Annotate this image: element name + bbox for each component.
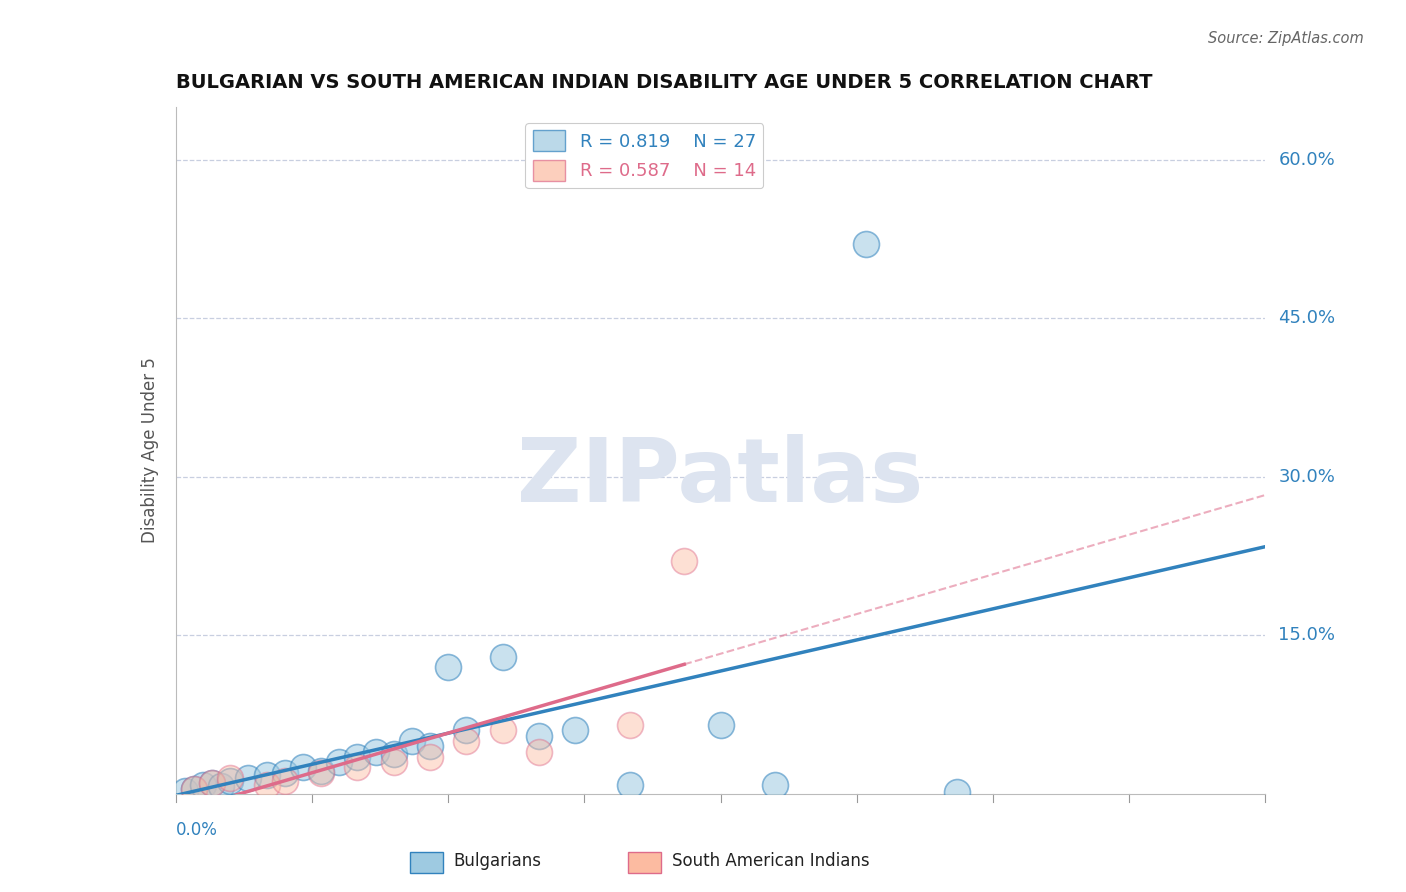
Text: BULGARIAN VS SOUTH AMERICAN INDIAN DISABILITY AGE UNDER 5 CORRELATION CHART: BULGARIAN VS SOUTH AMERICAN INDIAN DISAB… xyxy=(176,72,1153,92)
Point xyxy=(219,771,242,785)
Point xyxy=(401,734,423,748)
Point xyxy=(256,768,278,782)
Point xyxy=(855,237,877,252)
Point xyxy=(173,783,195,797)
Point xyxy=(183,781,205,796)
Point xyxy=(291,760,314,774)
Text: South American Indians: South American Indians xyxy=(672,852,869,871)
Point xyxy=(256,779,278,793)
Point xyxy=(710,718,733,732)
Point xyxy=(527,745,550,759)
Point xyxy=(382,755,405,769)
Point xyxy=(183,781,205,796)
Point xyxy=(564,723,586,738)
Point xyxy=(619,718,641,732)
Point xyxy=(238,771,260,785)
Point xyxy=(274,765,297,780)
Point xyxy=(527,729,550,743)
Point xyxy=(346,750,368,764)
Point xyxy=(309,764,332,778)
Point xyxy=(328,755,350,769)
Point xyxy=(201,776,224,790)
Point xyxy=(619,779,641,793)
Point xyxy=(364,745,387,759)
Point xyxy=(419,750,441,764)
Text: 60.0%: 60.0% xyxy=(1278,151,1336,169)
Y-axis label: Disability Age Under 5: Disability Age Under 5 xyxy=(141,358,159,543)
Point xyxy=(201,776,224,790)
Text: 45.0%: 45.0% xyxy=(1278,310,1336,327)
Point xyxy=(945,785,967,799)
Text: Source: ZipAtlas.com: Source: ZipAtlas.com xyxy=(1208,31,1364,46)
Point xyxy=(209,780,232,794)
Text: ZIPatlas: ZIPatlas xyxy=(517,434,924,522)
Point xyxy=(492,723,515,738)
Point xyxy=(346,760,368,774)
Point xyxy=(456,723,478,738)
Legend: R = 0.819    N = 27, R = 0.587    N = 14: R = 0.819 N = 27, R = 0.587 N = 14 xyxy=(526,123,763,188)
FancyBboxPatch shape xyxy=(411,852,443,873)
Text: 0.0%: 0.0% xyxy=(176,822,218,839)
Point xyxy=(419,739,441,754)
Point xyxy=(274,774,297,789)
Point xyxy=(191,779,214,793)
Point xyxy=(673,554,696,568)
FancyBboxPatch shape xyxy=(628,852,661,873)
Point xyxy=(763,779,786,793)
Point xyxy=(456,734,478,748)
Point xyxy=(437,660,460,674)
Point xyxy=(382,747,405,761)
Text: Bulgarians: Bulgarians xyxy=(454,852,541,871)
Point xyxy=(492,649,515,664)
Text: 30.0%: 30.0% xyxy=(1278,468,1336,486)
Text: 15.0%: 15.0% xyxy=(1278,626,1336,644)
Point xyxy=(309,765,332,780)
Point xyxy=(219,774,242,789)
